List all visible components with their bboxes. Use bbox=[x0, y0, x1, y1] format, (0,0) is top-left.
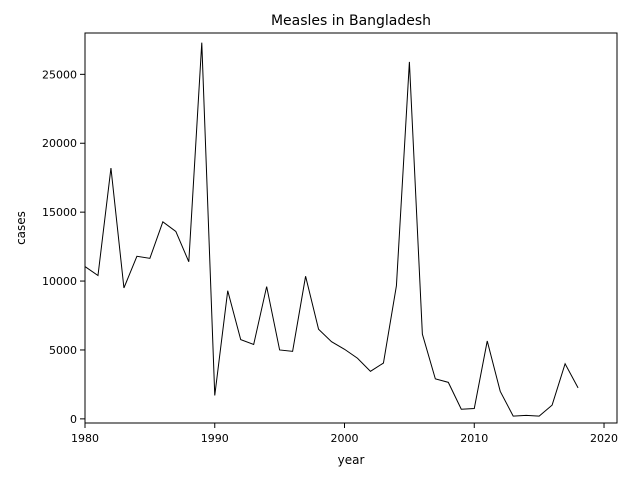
y-tick-label-0: 0 bbox=[70, 413, 77, 426]
x-tick-label-2020: 2020 bbox=[590, 432, 618, 445]
x-axis: 1980 1990 2000 2010 2020 bbox=[71, 423, 618, 445]
y-tick-label-25000: 25000 bbox=[42, 68, 77, 81]
y-tick-label-15000: 15000 bbox=[42, 206, 77, 219]
x-tick-label-1980: 1980 bbox=[71, 432, 99, 445]
y-tick-label-5000: 5000 bbox=[49, 344, 77, 357]
x-tick-label-2000: 2000 bbox=[331, 432, 359, 445]
y-axis: 0 5000 10000 15000 20000 25000 bbox=[42, 68, 85, 426]
y-axis-label: cases bbox=[14, 211, 28, 245]
x-tick-label-1990: 1990 bbox=[201, 432, 229, 445]
x-tick-label-2010: 2010 bbox=[460, 432, 488, 445]
y-tick-label-20000: 20000 bbox=[42, 137, 77, 150]
y-tick-label-10000: 10000 bbox=[42, 275, 77, 288]
x-axis-label: year bbox=[338, 453, 365, 467]
chart-title: Measles in Bangladesh bbox=[271, 13, 431, 29]
plot-frame bbox=[84, 32, 618, 424]
series-line-cases bbox=[84, 42, 579, 417]
